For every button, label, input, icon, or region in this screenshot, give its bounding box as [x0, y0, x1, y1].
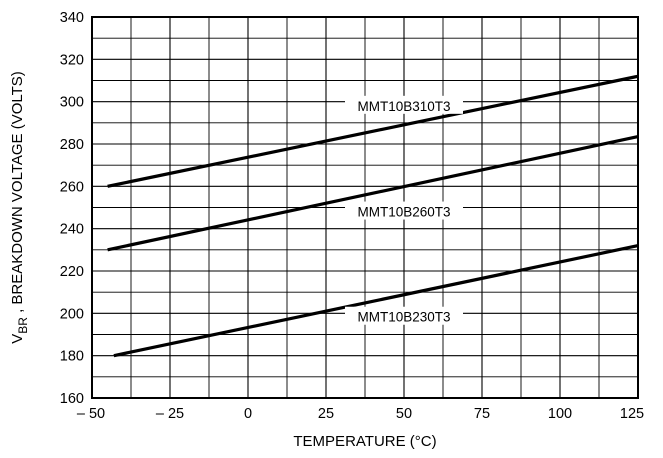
y-tick-label: 320	[60, 52, 84, 68]
x-tick-label: – 50	[77, 406, 105, 422]
series-labels: MMT10B310T3 MMT10B260T3 MMT10B230T3	[345, 95, 463, 325]
plot-frame	[91, 16, 639, 399]
x-tick-label: 75	[474, 406, 490, 422]
x-tick-label: 25	[318, 406, 334, 422]
series-line-1	[107, 74, 639, 188]
y-tick-label: 200	[60, 306, 84, 322]
x-tick-label: 100	[548, 406, 572, 422]
series-label-bg	[345, 95, 463, 114]
y-tick-labels: 160 180 200 220 240 260 280 300 320 340	[60, 10, 84, 407]
series-line-2	[107, 135, 639, 252]
x-axis-title: TEMPERATURE (°C)	[293, 433, 436, 450]
x-tick-label: 125	[620, 406, 644, 422]
y-tick-label: 300	[60, 95, 84, 111]
grid-major	[92, 17, 638, 398]
y-axis-title-rest: , BREAKDOWN VOLTAGE (VOLTS)	[9, 71, 26, 317]
series-label-bg	[345, 306, 463, 325]
y-tick-label: 240	[60, 222, 84, 238]
x-tick-labels: – 50 – 25 0 25 50 75 100 125	[77, 406, 644, 422]
series-label: MMT10B260T3	[357, 205, 450, 220]
y-axis-title-subscript: BR	[16, 317, 30, 334]
y-tick-label: 280	[60, 137, 84, 153]
y-tick-label: 160	[60, 391, 84, 407]
x-tick-label: 0	[244, 406, 252, 422]
series-lines	[107, 74, 639, 358]
series-line-3	[113, 244, 639, 358]
y-tick-label: 340	[60, 10, 84, 26]
y-axis-title-main: V	[9, 334, 26, 344]
series-label: MMT10B230T3	[357, 310, 450, 325]
x-tick-label: 50	[396, 406, 412, 422]
y-axis-title: VBR , BREAKDOWN VOLTAGE (VOLTS)	[9, 71, 30, 344]
y-tick-label: 260	[60, 179, 84, 195]
series-label: MMT10B310T3	[357, 99, 450, 114]
series-label-bg	[345, 201, 463, 220]
y-tick-label: 220	[60, 264, 84, 280]
x-tick-label: – 25	[156, 406, 184, 422]
y-tick-label: 180	[60, 349, 84, 365]
